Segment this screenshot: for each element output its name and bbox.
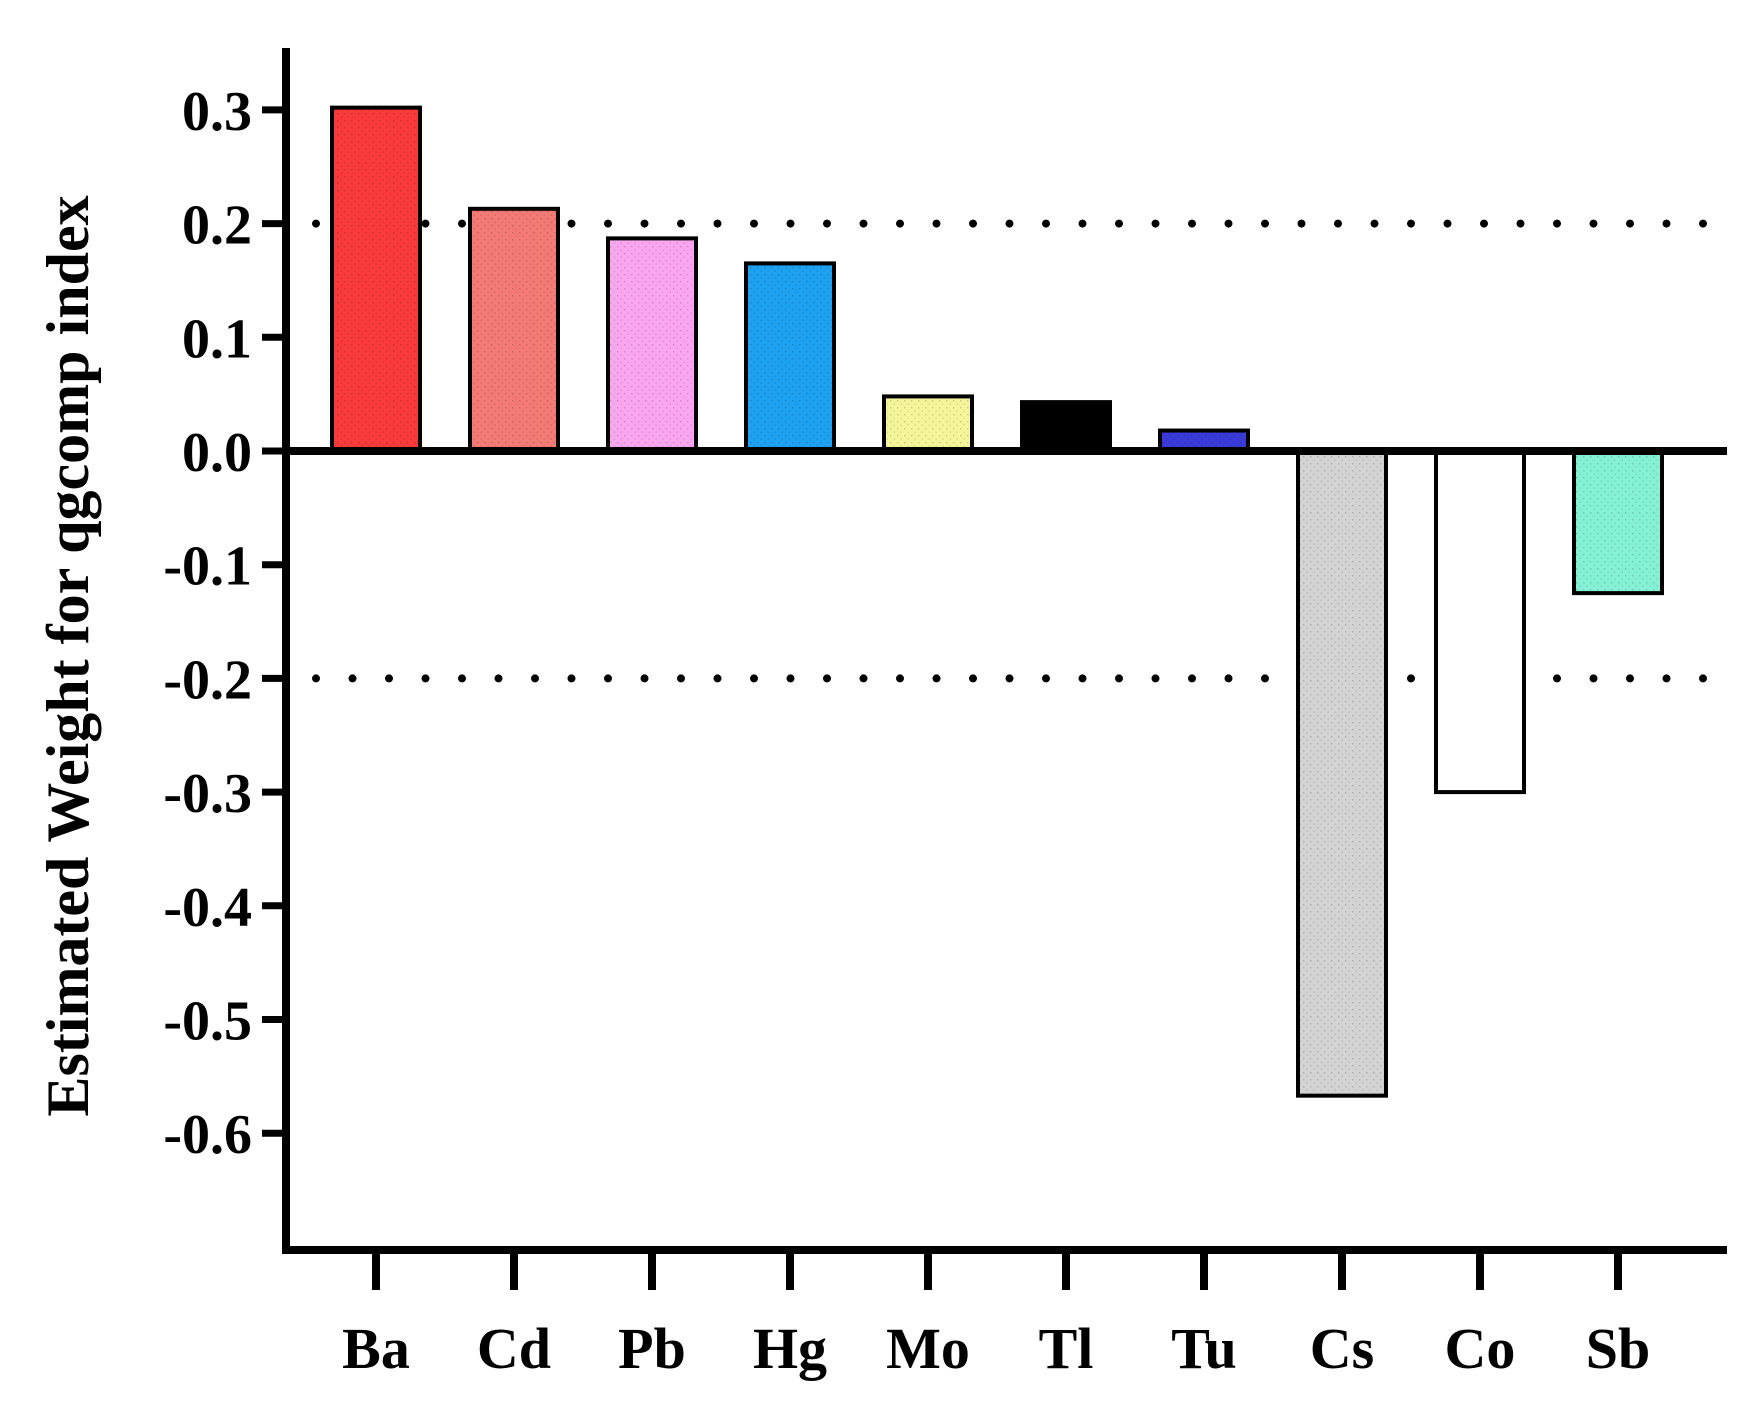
y-tick-label: 0.3 [182, 81, 252, 143]
bar-sb-texture [1576, 453, 1660, 592]
x-tick-label-cs: Cs [1310, 1316, 1374, 1381]
bar-mo-texture [886, 398, 970, 449]
axes [282, 48, 1727, 1254]
bar-hg-texture [748, 265, 832, 449]
x-tick-label-mo: Mo [886, 1316, 970, 1381]
x-tick-label-tl: Tl [1039, 1316, 1094, 1381]
x-tick-label-sb: Sb [1586, 1316, 1651, 1381]
y-tick-label: 0.0 [182, 422, 252, 484]
bar-ba-texture [334, 109, 418, 449]
y-tick-label: -0.3 [163, 763, 252, 825]
y-tick-label: -0.2 [163, 649, 252, 711]
x-tick-label-pb: Pb [618, 1316, 686, 1381]
y-tick-label: 0.2 [182, 195, 252, 257]
x-tick-label-co: Co [1445, 1316, 1516, 1381]
bar-tl [1020, 400, 1112, 454]
x-ticks: Ba Cd Pb Hg Mo Tl Tu Cs Co Sb [342, 1250, 1650, 1381]
y-tick-label: -0.6 [163, 1104, 252, 1166]
x-tick-label-ba: Ba [342, 1316, 410, 1381]
bar-co [1434, 449, 1526, 795]
y-tick-label: -0.5 [163, 991, 252, 1053]
x-tick-label-cd: Cd [477, 1316, 551, 1381]
bar-cd-texture [472, 210, 556, 449]
bar-cs-texture [1300, 453, 1384, 1094]
x-tick-label-hg: Hg [753, 1316, 827, 1381]
x-tick-label-tu: Tu [1171, 1316, 1237, 1381]
y-axis-title: Estimated Weight for qgcomp index [35, 195, 101, 1116]
y-tick-label: 0.1 [182, 308, 252, 370]
bars-group [330, 105, 1664, 1098]
bar-tu-texture [1162, 432, 1246, 449]
y-tick-label: -0.1 [163, 536, 252, 598]
y-ticks: 0.3 0.2 0.1 0.0 -0.1 -0.2 -0.3 -0.4 -0.5 -0.6 [163, 81, 286, 1166]
y-tick-label: -0.4 [163, 877, 252, 939]
bar-pb-texture [610, 240, 694, 449]
